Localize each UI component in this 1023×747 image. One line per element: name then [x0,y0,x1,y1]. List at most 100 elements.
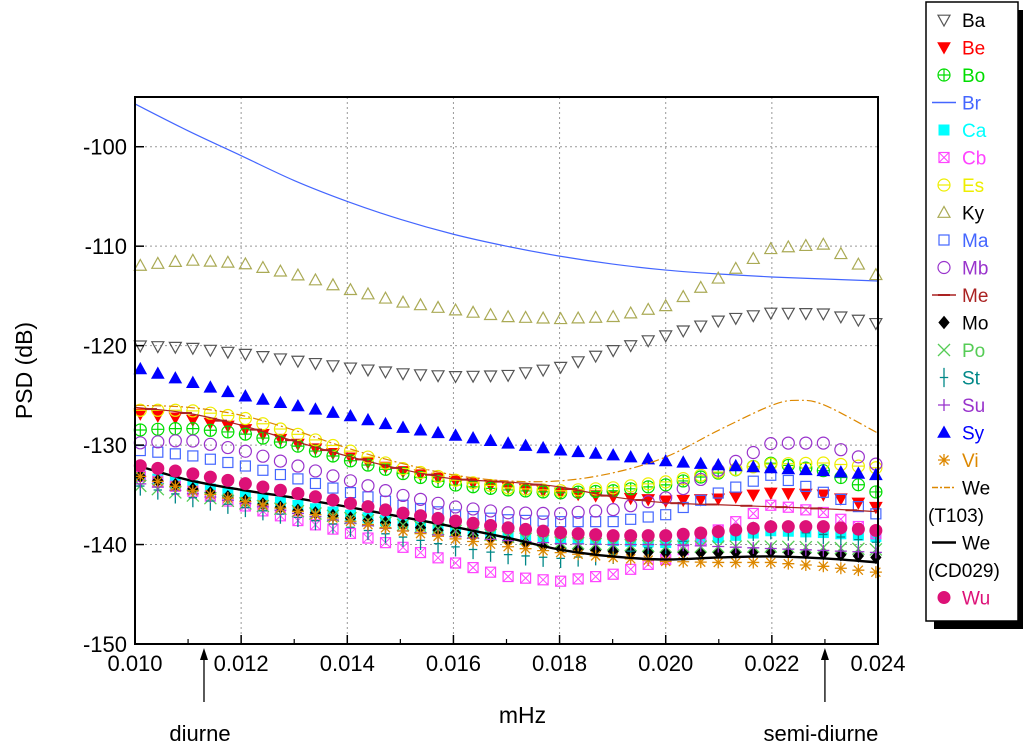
data-point [187,450,199,462]
data-point [817,560,830,573]
data-point [238,427,252,441]
data-point [292,473,304,485]
marker-cross [852,478,865,491]
data-point [501,309,516,323]
data-point [413,423,428,436]
data-point [798,238,813,252]
data-point [851,497,866,510]
data-point [606,503,620,517]
data-point [414,527,427,540]
data-point [816,436,830,450]
data-point [378,503,392,517]
data-point [746,251,761,265]
data-series [133,103,883,587]
data-point [238,477,252,491]
legend-symbol [937,68,951,82]
series-me [134,406,879,513]
marker-cross [938,152,950,163]
legend-item-ca: Ca [938,121,987,142]
data-point [781,461,796,475]
legend-marker [936,205,952,218]
data-point [449,557,462,569]
data-point [816,237,831,250]
series-vi [134,470,882,579]
data-point [536,310,551,324]
data-point [694,526,708,540]
data-point [764,520,778,534]
data-point [711,457,726,471]
legend-symbol [938,124,950,136]
data-point [151,422,165,436]
data-point [325,360,340,373]
legend-box [925,1,1019,622]
data-point [589,528,603,542]
x-tick-label: 0.014 [320,651,375,676]
data-point [572,548,585,561]
data-point [536,440,550,454]
data-point [781,239,796,253]
data-point [537,574,549,586]
data-point [257,464,269,476]
data-point [851,478,865,492]
data-point [518,310,533,323]
x-tick-label: 0.022 [744,651,799,676]
legend-item-ba: Ba [936,11,986,32]
data-point [833,311,848,325]
data-point [781,436,795,450]
data-point [799,520,813,534]
data-point [817,544,830,557]
data-point [501,369,516,383]
legend-symbol [936,205,952,218]
legend-label: Cb [962,149,986,170]
data-point [502,570,514,583]
data-point [676,289,691,303]
data-point [869,566,882,579]
data-point [291,505,304,518]
data-point [851,314,866,328]
data-point [448,371,463,384]
data-point [765,499,777,511]
data-point [588,350,603,364]
data-point [520,572,532,584]
data-point [256,498,269,511]
data-point [800,504,812,516]
y-tick-label: -100 [83,135,127,160]
data-point [168,434,182,448]
data-point [693,456,708,469]
data-point [870,508,882,520]
marker-cross [256,432,269,445]
data-point [466,502,480,516]
series-ky [133,237,883,325]
legend-label: Po [962,341,985,362]
data-point [343,362,358,376]
legend-marker [937,260,951,275]
marker-cross [274,435,287,448]
data-point [467,561,479,574]
data-point [746,489,761,502]
legend-label: Me [962,286,988,307]
data-point [290,355,305,369]
data-point [185,342,200,356]
data-point [607,516,619,528]
legend-item-we-t103: We (T103) [928,479,990,528]
legend-item-sy: Sy [937,424,985,445]
data-point [554,507,568,521]
data-point [168,371,183,384]
marker-cross [221,425,234,438]
data-point [203,344,218,358]
y-axis-label: PSD (dB) [11,322,37,419]
legend-label: Vi [962,451,979,472]
data-point [186,434,200,448]
data-point [221,492,234,505]
marker-square [800,504,812,516]
data-point [483,504,498,518]
marker-square [747,507,759,520]
data-point [431,511,445,525]
data-point [255,351,270,364]
data-point [291,427,305,441]
data-point [590,516,602,528]
data-point [747,507,759,520]
series-ma [134,444,882,528]
data-point [625,563,637,575]
data-point [729,556,742,569]
